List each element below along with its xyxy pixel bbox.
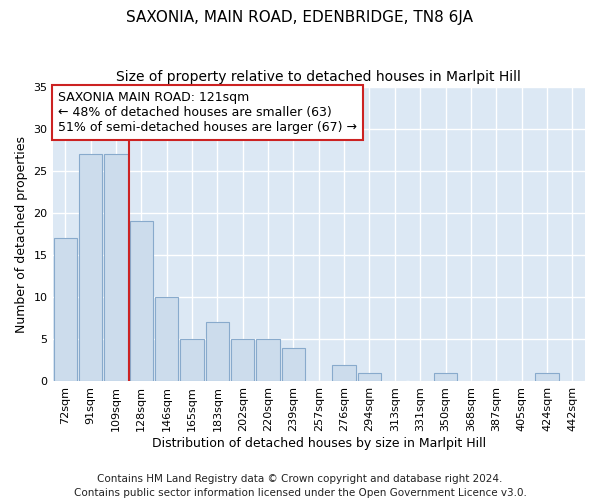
Text: Contains HM Land Registry data © Crown copyright and database right 2024.
Contai: Contains HM Land Registry data © Crown c… xyxy=(74,474,526,498)
Bar xyxy=(535,373,559,382)
Bar xyxy=(181,340,203,382)
Title: Size of property relative to detached houses in Marlpit Hill: Size of property relative to detached ho… xyxy=(116,70,521,84)
Y-axis label: Number of detached properties: Number of detached properties xyxy=(15,136,28,332)
Bar xyxy=(332,364,356,382)
Text: SAXONIA, MAIN ROAD, EDENBRIDGE, TN8 6JA: SAXONIA, MAIN ROAD, EDENBRIDGE, TN8 6JA xyxy=(127,10,473,25)
X-axis label: Distribution of detached houses by size in Marlpit Hill: Distribution of detached houses by size … xyxy=(152,437,486,450)
Bar xyxy=(358,373,381,382)
Bar xyxy=(434,373,457,382)
Bar xyxy=(79,154,102,382)
Bar xyxy=(231,340,254,382)
Bar xyxy=(130,222,153,382)
Bar xyxy=(155,297,178,382)
Bar xyxy=(256,340,280,382)
Bar xyxy=(104,154,128,382)
Text: SAXONIA MAIN ROAD: 121sqm
← 48% of detached houses are smaller (63)
51% of semi-: SAXONIA MAIN ROAD: 121sqm ← 48% of detac… xyxy=(58,91,357,134)
Bar xyxy=(206,322,229,382)
Bar xyxy=(282,348,305,382)
Bar xyxy=(53,238,77,382)
